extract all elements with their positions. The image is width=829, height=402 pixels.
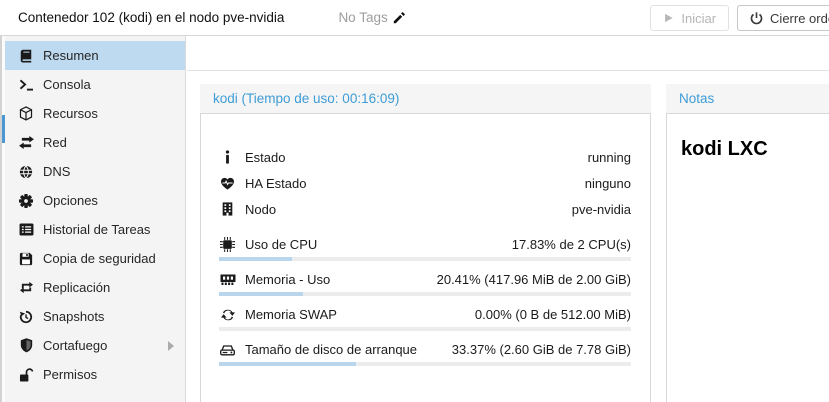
repeat-icon	[18, 280, 34, 295]
tree-scrollbar[interactable]	[0, 36, 5, 402]
sidebar-item-permisos[interactable]: Permisos	[5, 360, 185, 389]
meter-label: Memoria - Uso	[245, 272, 331, 287]
meter-value: 0.00% (0 B de 512.00 MiB)	[474, 307, 631, 322]
sidebar-item-cortafuego[interactable]: Cortafuego	[5, 331, 185, 360]
sidebar-item-label: Opciones	[43, 193, 98, 208]
status-panel-header: kodi (Tiempo de uso: 00:16:09)	[200, 84, 651, 113]
meter-label: Memoria SWAP	[245, 307, 337, 322]
start-button-label: Iniciar	[681, 10, 717, 26]
sidebar-item-label: Copia de seguridad	[43, 251, 156, 266]
power-icon	[750, 11, 763, 25]
progress-bar-track	[219, 362, 631, 366]
sidebar-item-consola[interactable]: Consola	[5, 70, 185, 99]
status-row-value: pve-nvidia	[571, 201, 631, 217]
sidebar-item-label: DNS	[43, 164, 71, 179]
status-row-label: Nodo	[245, 201, 277, 217]
sidebar-item-label: Red	[43, 135, 67, 150]
sidebar-item-dns[interactable]: DNS	[5, 157, 185, 186]
sidebar-item-label: Recursos	[43, 106, 98, 121]
gear-icon	[18, 193, 34, 208]
sidebar-item-opciones[interactable]: Opciones	[5, 186, 185, 215]
sidebar-item-recursos[interactable]: Recursos	[5, 99, 185, 128]
progress-bar-track	[219, 327, 631, 331]
sidebar-item-label: Consola	[43, 77, 91, 92]
progress-bar-track	[219, 257, 631, 261]
status-panel-title: kodi (Tiempo de uso: 00:16:09)	[213, 91, 400, 106]
swap-icon	[219, 307, 236, 323]
bootdisk-usage-meter: Tamaño de disco de arranque 33.37% (2.60…	[219, 339, 631, 366]
sidebar-item-label: Cortafuego	[43, 338, 108, 353]
list-icon	[18, 222, 34, 237]
status-row-label: Estado	[245, 149, 286, 165]
cube-icon	[18, 106, 34, 121]
memory-usage-meter: Memoria - Uso 20.41% (417.96 MiB de 2.00…	[219, 269, 631, 296]
heartbeat-icon	[219, 175, 236, 191]
toolbar-divider	[187, 70, 829, 71]
notes-panel-body[interactable]: kodi LXC	[666, 113, 829, 402]
sidebar-item-resumen[interactable]: Resumen	[5, 41, 185, 70]
info-icon	[219, 149, 236, 165]
notes-content: kodi LXC	[681, 138, 768, 160]
shutdown-button-label: Cierre ordenado	[770, 10, 829, 26]
content-area: kodi (Tiempo de uso: 00:16:09) Estado ru…	[187, 36, 829, 402]
status-panel-body: Estado running HA Estado ninguno Nodo pv…	[200, 113, 651, 402]
floppy-icon	[18, 251, 34, 266]
swap-usage-meter: Memoria SWAP 0.00% (0 B de 512.00 MiB)	[219, 304, 631, 331]
shield-icon	[18, 338, 34, 353]
top-bar: Contenedor 102 (kodi) en el nodo pve-nvi…	[0, 0, 829, 36]
sidebar-item-label: Snapshots	[43, 309, 105, 324]
status-row-nodo: Nodo pve-nvidia	[219, 196, 631, 222]
sidebar-item-snapshots[interactable]: Snapshots	[5, 302, 185, 331]
tags-editor[interactable]: No Tags	[338, 10, 405, 25]
sidebar-item-label: Permisos	[43, 367, 98, 382]
meter-value: 17.83% de 2 CPU(s)	[511, 237, 631, 252]
shutdown-button[interactable]: Cierre ordenado	[737, 5, 829, 31]
cpu-icon	[219, 237, 236, 253]
sidebar-item-replicacion[interactable]: Replicación	[5, 273, 185, 302]
status-row-ha-estado: HA Estado ninguno	[219, 170, 631, 196]
history-icon	[18, 309, 34, 324]
tags-label: No Tags	[338, 10, 388, 25]
progress-bar-track	[219, 292, 631, 296]
chevron-right-icon	[167, 340, 175, 351]
start-button[interactable]: Iniciar	[650, 5, 730, 31]
progress-bar-fill	[219, 362, 357, 366]
play-icon	[663, 12, 674, 24]
page-title: Contenedor 102 (kodi) en el nodo pve-nvi…	[18, 10, 285, 25]
status-row-label: HA Estado	[245, 175, 307, 191]
building-icon	[219, 201, 236, 217]
progress-bar-fill	[219, 257, 293, 261]
status-row-value: ninguno	[584, 175, 631, 191]
pencil-icon[interactable]	[393, 11, 406, 24]
tree-scrollbar-thumb[interactable]	[2, 115, 5, 143]
book-icon	[18, 48, 34, 63]
meter-value: 33.37% (2.60 GiB de 7.78 GiB)	[451, 342, 631, 357]
notes-panel-header: Notas	[666, 84, 829, 113]
sidebar-item-label: Resumen	[43, 48, 99, 63]
memory-icon	[219, 272, 236, 288]
globe-icon	[18, 164, 34, 179]
sidebar-item-historial-de-tareas[interactable]: Historial de Tareas	[5, 215, 185, 244]
status-section-gap	[219, 222, 631, 234]
sidebar-nav: Resumen Consola Recursos Red DNS	[5, 36, 186, 402]
notes-panel-title: Notas	[679, 91, 715, 106]
meter-label: Uso de CPU	[245, 237, 318, 252]
sidebar-item-red[interactable]: Red	[5, 128, 185, 157]
disk-icon	[219, 342, 236, 358]
cpu-usage-meter: Uso de CPU 17.83% de 2 CPU(s)	[219, 234, 631, 261]
status-row-estado: Estado running	[219, 144, 631, 170]
progress-bar-fill	[219, 292, 304, 296]
sidebar-item-label: Historial de Tareas	[43, 222, 151, 237]
status-row-value: running	[587, 149, 631, 165]
sidebar-item-label: Replicación	[43, 280, 111, 295]
meter-value: 20.41% (417.96 MiB de 2.00 GiB)	[436, 272, 631, 287]
meter-label: Tamaño de disco de arranque	[245, 342, 418, 357]
unlock-icon	[18, 367, 34, 382]
sidebar-item-copia-de-seguridad[interactable]: Copia de seguridad	[5, 244, 185, 273]
terminal-icon	[18, 77, 34, 92]
network-arrows-icon	[18, 135, 34, 150]
